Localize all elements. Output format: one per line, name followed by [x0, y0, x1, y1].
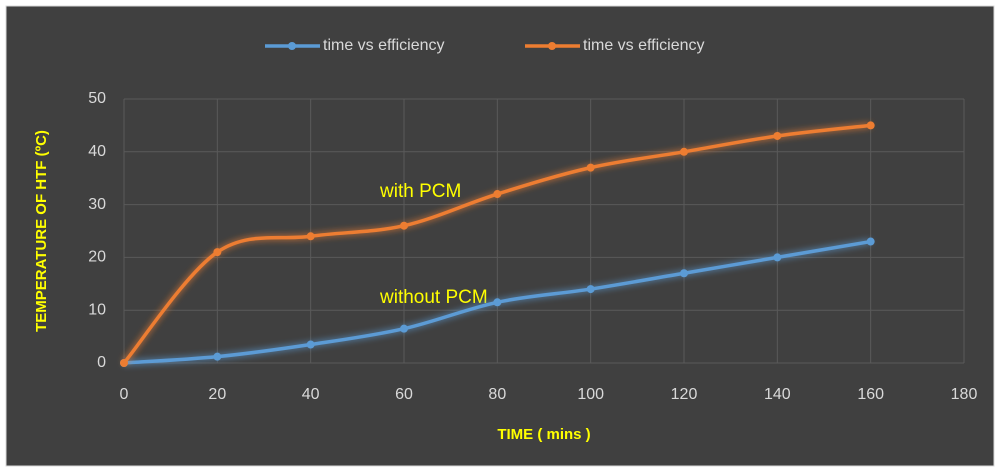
data-point	[773, 131, 782, 140]
legend-marker	[548, 42, 556, 50]
x-tick-label: 100	[577, 386, 604, 403]
x-tick-label: 60	[395, 386, 413, 403]
x-tick-label: 160	[857, 386, 884, 403]
data-point	[493, 190, 502, 199]
legend-marker	[288, 42, 296, 50]
y-tick-label: 40	[88, 143, 106, 160]
x-tick-label: 180	[951, 386, 978, 403]
legend-label: time vs efficiency	[323, 37, 445, 54]
data-point	[120, 359, 128, 367]
y-tick-label: 10	[88, 301, 106, 318]
data-point	[493, 298, 502, 307]
data-point	[213, 248, 222, 257]
x-tick-label: 120	[671, 386, 698, 403]
annotation: without PCM	[379, 287, 488, 308]
data-point	[680, 269, 688, 278]
y-tick-label: 30	[88, 196, 106, 213]
data-point	[306, 232, 315, 241]
series-line	[122, 123, 871, 365]
data-point	[773, 253, 782, 262]
annotation: with PCM	[379, 181, 461, 202]
y-tick-label: 50	[88, 90, 106, 107]
data-point	[400, 324, 408, 333]
data-point	[866, 121, 875, 130]
data-point	[586, 163, 595, 172]
x-tick-label: 140	[764, 386, 791, 403]
data-point	[680, 147, 688, 156]
legend-label: time vs efficiency	[583, 37, 705, 54]
data-point	[400, 221, 408, 230]
x-tick-label: 20	[208, 386, 226, 403]
x-axis-title: TIME ( mins )	[497, 426, 590, 443]
y-axis-title: TEMPERATURE OF HTF (ºC)	[33, 130, 50, 332]
data-point	[213, 352, 222, 361]
chart-background	[5, 5, 995, 467]
data-point	[586, 285, 595, 294]
x-tick-label: 0	[120, 386, 129, 403]
y-tick-label: 20	[88, 249, 106, 266]
data-point	[306, 340, 315, 349]
data-point	[866, 237, 875, 246]
y-tick-label: 0	[97, 354, 106, 371]
x-tick-label: 40	[302, 386, 320, 403]
x-tick-label: 80	[488, 386, 506, 403]
